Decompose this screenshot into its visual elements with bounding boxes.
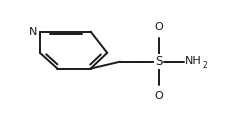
Text: N: N <box>29 27 38 37</box>
Text: S: S <box>155 55 163 68</box>
Text: 2: 2 <box>202 61 207 70</box>
Text: O: O <box>154 91 163 101</box>
Text: O: O <box>154 22 163 32</box>
Text: NH: NH <box>185 56 201 66</box>
